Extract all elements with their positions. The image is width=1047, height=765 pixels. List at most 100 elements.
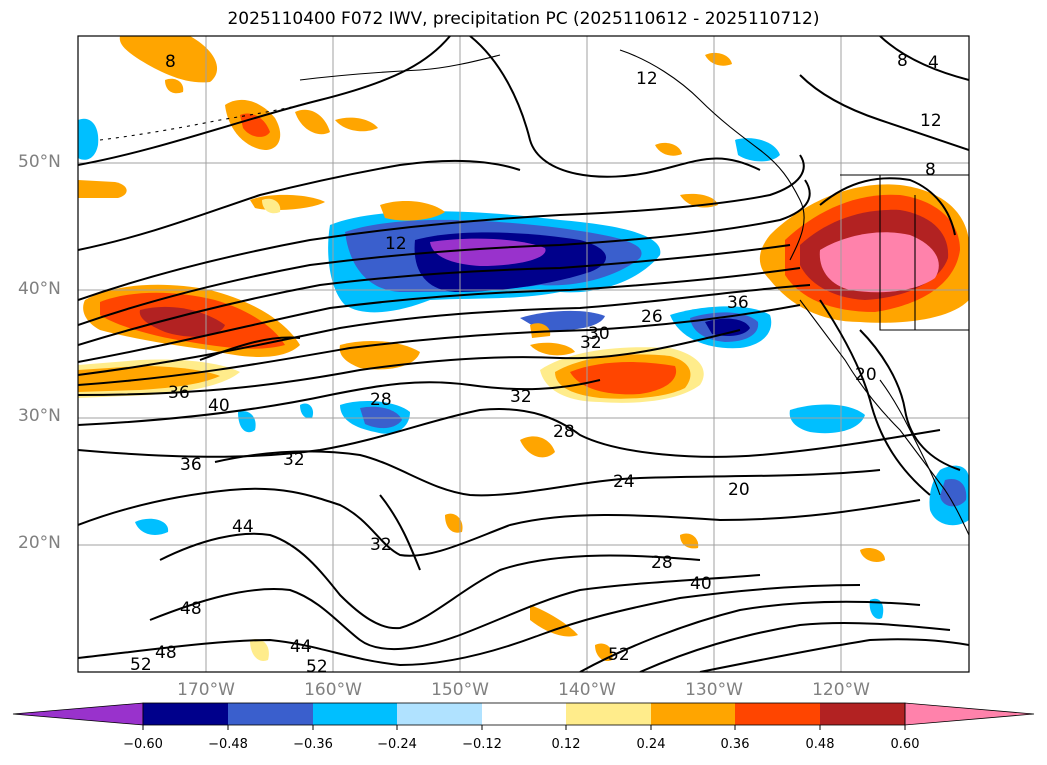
iwv-contour-line	[78, 487, 921, 557]
contour-label: 52	[130, 655, 152, 675]
colorbar-cell	[313, 703, 397, 725]
iwv-contour-line	[149, 574, 761, 650]
contour-label: 12	[636, 69, 658, 89]
colorbar-cell	[566, 703, 651, 725]
anomaly-patch-pos-central	[380, 200, 445, 221]
contour-label: 48	[180, 599, 202, 619]
iwv-contour-line	[469, 36, 761, 178]
map-frame	[77, 35, 970, 673]
anomaly-patch-pos-central	[339, 340, 420, 370]
contour-label: 8	[165, 52, 176, 72]
anomaly-patch-pos-small	[530, 605, 578, 637]
iwv-contour-line	[579, 600, 921, 672]
contour-label: 52	[608, 645, 630, 665]
iwv-contour-line	[699, 638, 969, 672]
anomaly-patch-neg-small	[300, 403, 314, 419]
contour-label: 32	[370, 535, 392, 555]
anomaly-patch-neg-east	[705, 318, 750, 336]
colorbar-cell	[12, 702, 144, 726]
alaska-panhandle-coastline	[619, 49, 805, 261]
iwv-contour-line	[214, 450, 881, 497]
colorbar-tick-label: 0.48	[805, 737, 835, 752]
colorbar-tick-label: 0.24	[636, 737, 666, 752]
contour-label: 24	[613, 472, 635, 492]
contour-label: 32	[580, 333, 602, 353]
iwv-contour-line	[78, 304, 801, 386]
colorbar-cell	[820, 703, 905, 725]
iwv-contour-line	[78, 379, 601, 426]
lat-label: 30°N	[18, 406, 61, 426]
colorbar-cell	[482, 703, 566, 725]
baja-coastline	[879, 379, 941, 496]
contour-label: 36	[180, 455, 202, 475]
anomaly-patch-pos-central	[250, 194, 325, 210]
anomaly-patch-pos-small	[165, 78, 184, 94]
anomaly-patch-pos-small	[530, 323, 551, 338]
contour-label: 32	[283, 450, 305, 470]
anomaly-patch-pos-small	[262, 198, 281, 214]
north-america-west-coastline	[799, 299, 969, 536]
anomaly-patch-pos-north	[119, 36, 218, 83]
contour-label: 44	[290, 637, 312, 657]
anomaly-patch-neg-small	[869, 598, 884, 619]
aleutian-islands	[99, 104, 301, 141]
contour-label: 4	[928, 53, 939, 73]
anomaly-patch-pos-west	[139, 306, 225, 337]
contour-label: 28	[553, 422, 575, 442]
iwv-contour-line	[819, 177, 956, 236]
colorbar	[12, 702, 1035, 730]
contour-label: 12	[920, 111, 942, 131]
iwv-contours	[78, 36, 969, 672]
lon-label: 140°W	[558, 680, 616, 700]
iwv-contour-line	[799, 74, 969, 151]
anomaly-patch-pos-central	[570, 362, 677, 395]
anomaly-patch-neg-small	[238, 411, 256, 433]
contour-label: 30	[588, 324, 610, 344]
anomaly-patch-pos-small	[445, 513, 463, 533]
iwv-contour-line	[199, 336, 301, 361]
contour-label: 28	[370, 390, 392, 410]
contour-label: 48	[155, 643, 177, 663]
anomaly-patch-neg-small	[789, 404, 865, 434]
state-border	[879, 175, 969, 331]
anomaly-patch-neg-central	[430, 238, 546, 266]
colorbar-cell	[228, 703, 313, 725]
colorbar-tick-label: −0.60	[123, 737, 163, 752]
colorbar-cell	[143, 703, 228, 725]
contour-label: 44	[232, 517, 254, 537]
anomaly-patch-pos-small	[530, 342, 575, 356]
anomaly-patch-pos-small	[250, 639, 269, 661]
colorbar-tick-label: −0.12	[462, 737, 502, 752]
iwv-contour-line	[78, 408, 941, 458]
iwv-contour-line	[639, 621, 951, 672]
contour-label: 28	[651, 553, 673, 573]
lon-label: 150°W	[431, 680, 489, 700]
contour-label: 12	[385, 234, 407, 254]
lon-label: 170°W	[177, 680, 235, 700]
lon-label: 130°W	[685, 680, 743, 700]
contour-label: 52	[306, 657, 328, 677]
colorbar-cell	[904, 702, 1035, 726]
contour-label: 8	[897, 51, 908, 71]
iwv-contour-line	[879, 36, 969, 81]
iwv-contour-line	[78, 244, 791, 346]
colorbar-tick-label: 0.36	[720, 737, 750, 752]
anomaly-patch-pos-north	[78, 180, 127, 198]
contour-label: 36	[727, 293, 749, 313]
iwv-contour-line	[78, 584, 861, 667]
iwv-contour-line	[78, 159, 521, 251]
colorbar-tick-label: 0.12	[551, 737, 581, 752]
iwv-contour-line	[78, 284, 811, 376]
lat-label: 20°N	[18, 533, 61, 553]
contour-label: 40	[690, 574, 712, 594]
lat-label: 40°N	[18, 279, 61, 299]
iwv-contour-line	[159, 532, 701, 630]
iwv-contour-line	[78, 179, 811, 326]
colorbar-cell	[735, 703, 820, 725]
lat-label: 50°N	[18, 152, 61, 172]
contour-label: 32	[510, 387, 532, 407]
contour-label: 36	[168, 383, 190, 403]
contour-label: 20	[855, 365, 877, 385]
colorbar-frame	[142, 702, 906, 726]
